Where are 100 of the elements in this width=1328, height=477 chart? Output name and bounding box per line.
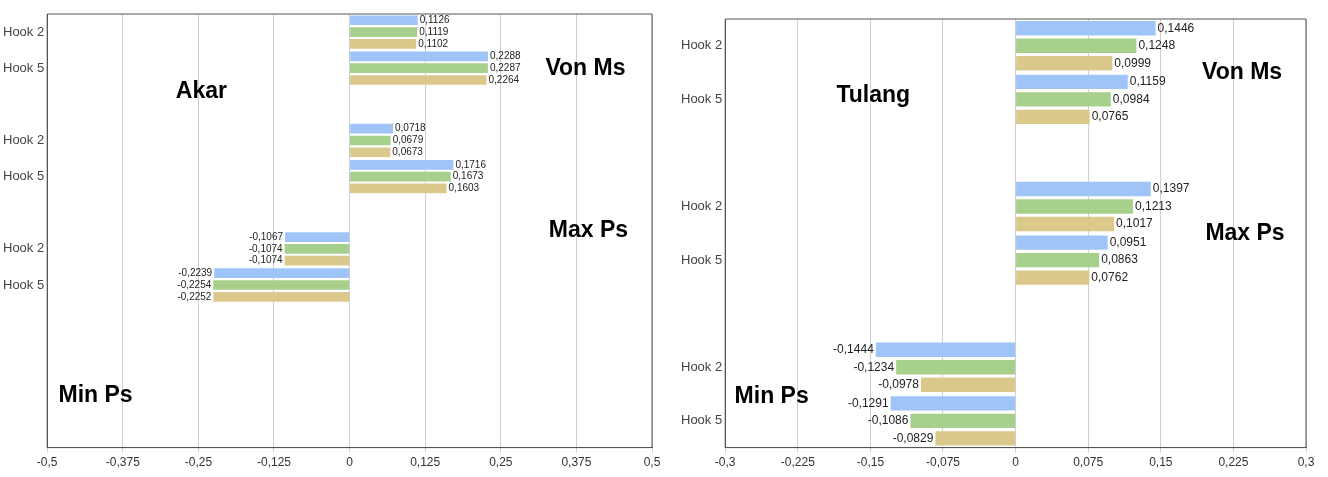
text: Tulang: [836, 81, 911, 108]
bar: [1016, 56, 1113, 71]
data-label: 0,0762: [1091, 269, 1129, 284]
bar: [350, 147, 391, 158]
bar: [350, 123, 394, 134]
bar: [890, 396, 1016, 411]
data-label: 0,0863: [1101, 252, 1139, 267]
data-label: 0,1248: [1138, 38, 1176, 53]
bar: [1016, 109, 1090, 125]
y-tick-label: Hook 5: [2, 168, 45, 184]
bar: [1016, 74, 1128, 90]
y-tick-label: Hook 2: [2, 240, 45, 256]
bar: [284, 244, 350, 254]
bar: [920, 377, 1016, 392]
bar: [1016, 38, 1137, 53]
annotation: Min Ps: [734, 381, 809, 408]
data-label: 0,1159: [1129, 74, 1166, 89]
data-label: -0,1067: [249, 230, 284, 242]
bar: [935, 431, 1016, 446]
x-tick-label: 0,125: [410, 455, 441, 470]
y-tick-label: Hook 2: [680, 37, 723, 53]
bar: [350, 183, 447, 194]
annotation: Von Ms: [1202, 57, 1283, 84]
data-label: 0,1119: [419, 25, 449, 37]
data-label: 0,0984: [1112, 91, 1150, 106]
x-tick-label: 0,5: [643, 455, 661, 470]
bar: [1016, 270, 1090, 285]
data-label: -0,1291: [847, 395, 889, 410]
y-tick-label: Hook 5: [2, 276, 45, 292]
bar: [875, 342, 1016, 357]
bar: [213, 280, 350, 290]
bar: [350, 171, 451, 182]
y-tick-label: Hook 5: [680, 412, 723, 428]
data-label: 0,2287: [489, 61, 521, 73]
data-label: -0,1444: [833, 342, 875, 357]
bar: [1016, 92, 1111, 107]
bar: [214, 268, 350, 279]
bar: [284, 255, 350, 266]
bar: [350, 39, 417, 49]
data-label: 0,1716: [455, 158, 487, 170]
bar: [350, 159, 454, 170]
annotation: Max Ps: [548, 216, 629, 243]
data-label: 0,1102: [418, 37, 449, 49]
data-label: 0,1673: [452, 170, 484, 182]
annotation: Max Ps: [1205, 218, 1285, 245]
data-label: 0,1017: [1116, 216, 1154, 231]
data-label: -0,1234: [853, 359, 895, 374]
bar: [350, 63, 488, 74]
data-label: 0,1446: [1157, 20, 1195, 35]
bar: [350, 135, 391, 146]
data-label: 0,1213: [1135, 198, 1173, 213]
y-tick-label: Hook 2: [680, 198, 723, 214]
x-tick-label: -0,25: [184, 455, 213, 470]
y-tick-label: Hook 2: [2, 132, 45, 148]
data-label: -0,1086: [867, 413, 909, 428]
x-tick-label: -0,125: [256, 455, 292, 470]
bar: [350, 51, 488, 62]
data-label: 0,2264: [488, 73, 520, 85]
x-tick-label: -0,225: [780, 455, 816, 470]
x-tick-label: -0,3: [714, 455, 736, 470]
bar: [1016, 216, 1115, 232]
data-label: 0,0951: [1109, 234, 1147, 249]
data-label: 0,0765: [1091, 109, 1129, 124]
x-tick-label: 0,3: [1297, 455, 1315, 470]
annotation: Von Ms: [545, 53, 626, 80]
data-label: 0,2288: [489, 50, 521, 62]
data-label: -0,1074: [248, 254, 284, 266]
y-tick-label: Hook 5: [680, 251, 723, 267]
x-tick-label: 0,15: [1149, 455, 1173, 470]
bar: [1016, 199, 1134, 214]
data-label: 0,1126: [419, 14, 450, 26]
annotation: Min Ps: [58, 380, 133, 407]
x-tick-label: 0: [1012, 455, 1020, 470]
data-label: -0,2254: [177, 278, 212, 290]
bar: [285, 232, 350, 242]
data-label: 0,1397: [1152, 181, 1190, 196]
text: Akar: [175, 77, 228, 104]
data-label: -0,2239: [178, 266, 213, 278]
bar: [350, 27, 418, 37]
data-label: -0,0978: [878, 377, 920, 392]
data-label: -0,0829: [892, 430, 934, 445]
x-tick-label: 0,075: [1073, 455, 1104, 470]
x-tick-label: 0,375: [561, 455, 592, 470]
bar: [213, 291, 350, 302]
x-tick-label: -0,375: [105, 455, 141, 470]
bar: [1016, 235, 1108, 250]
x-tick-label: 0,225: [1218, 455, 1249, 470]
data-label: 0,0718: [395, 122, 427, 134]
data-label: -0,2252: [177, 290, 212, 302]
x-tick-label: -0,15: [856, 455, 885, 470]
y-tick-label: Hook 2: [2, 23, 45, 39]
y-tick-label: Hook 5: [2, 59, 45, 75]
data-label: -0,1074: [248, 242, 284, 254]
x-tick-label: -0,075: [925, 455, 961, 470]
data-label: 0,1603: [448, 182, 480, 194]
x-tick-label: 0,25: [489, 455, 513, 470]
data-label: 0,0679: [392, 134, 424, 146]
bar: [910, 413, 1016, 428]
x-tick-label: -0,5: [36, 455, 58, 470]
data-label: 0,0673: [392, 146, 424, 158]
